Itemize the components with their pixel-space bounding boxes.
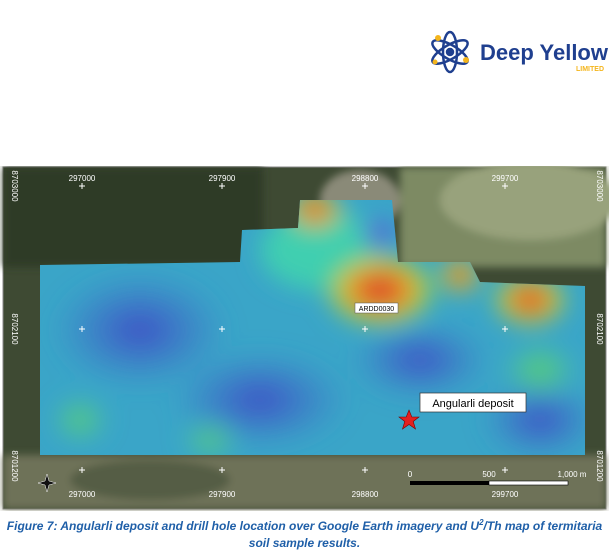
coord-label: 299700 bbox=[492, 490, 519, 499]
coord-label: 8703000 bbox=[595, 170, 604, 202]
caption-text: /Th map of termitaria soil sample result… bbox=[248, 519, 603, 550]
map: 297000 297900 298800 299700 297000 29790… bbox=[2, 166, 609, 510]
drill-hole-label: ARDD0030 bbox=[359, 306, 395, 313]
imagery bbox=[3, 166, 609, 509]
drill-hole: ARDD0030 bbox=[354, 302, 399, 314]
logo-suffix: LIMITED bbox=[576, 66, 604, 73]
coord-label: 299700 bbox=[492, 174, 519, 183]
coord-label: 8701200 bbox=[595, 450, 604, 482]
logo: Deep Yellow LIMITED bbox=[431, 30, 609, 74]
coord-label: 8701200 bbox=[10, 450, 19, 482]
coord-label: 8703000 bbox=[10, 170, 19, 202]
coord-label: 298800 bbox=[352, 490, 379, 499]
coord-label: 297900 bbox=[209, 174, 236, 183]
coord-label: 297900 bbox=[209, 490, 236, 499]
caption-text: Figure 7: Angularli deposit and drill ho… bbox=[6, 519, 480, 533]
logo-text: Deep Yellow bbox=[480, 40, 609, 65]
scale-label: 0 bbox=[408, 470, 413, 479]
coord-label: 298800 bbox=[352, 174, 379, 183]
deposit-star bbox=[398, 409, 420, 430]
grid-crosses bbox=[79, 183, 508, 473]
deposit-callout: Angularli deposit bbox=[398, 392, 527, 430]
coord-label: 297000 bbox=[69, 174, 96, 183]
caption-superscript: 2 bbox=[479, 518, 484, 527]
scale-bar: 0 500 1,000 m bbox=[408, 470, 587, 486]
coord-label: 297000 bbox=[69, 490, 96, 499]
coord-label: 8702100 bbox=[10, 313, 19, 345]
north-arrow bbox=[37, 473, 57, 493]
caption: Figure 7: Angularli deposit and drill ho… bbox=[0, 514, 609, 552]
coord-label: 8702100 bbox=[595, 313, 604, 345]
logo-icon bbox=[431, 30, 469, 74]
scale-label: 500 bbox=[482, 470, 496, 479]
deposit-label: Angularli deposit bbox=[432, 398, 513, 410]
scale-label: 1,000 m bbox=[558, 470, 587, 479]
